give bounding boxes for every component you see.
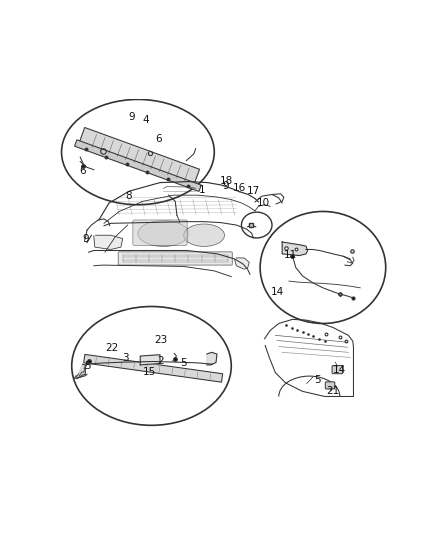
Text: 16: 16 <box>233 183 247 193</box>
Text: 5: 5 <box>180 358 187 368</box>
Text: 18: 18 <box>219 176 233 186</box>
Polygon shape <box>74 140 201 191</box>
Polygon shape <box>77 364 85 378</box>
Polygon shape <box>140 354 160 365</box>
Text: 22: 22 <box>105 343 118 353</box>
Ellipse shape <box>138 221 189 246</box>
Text: 17: 17 <box>247 186 260 196</box>
Text: 5: 5 <box>84 361 91 371</box>
Text: 4: 4 <box>142 115 149 125</box>
Ellipse shape <box>184 224 224 246</box>
Text: 5: 5 <box>314 375 321 385</box>
Text: 2: 2 <box>157 357 164 367</box>
Text: 15: 15 <box>143 367 156 377</box>
Text: 11: 11 <box>284 249 297 260</box>
Polygon shape <box>282 242 307 256</box>
Text: 6: 6 <box>155 134 162 144</box>
Text: 6: 6 <box>79 166 86 176</box>
Text: 3: 3 <box>122 353 129 363</box>
Polygon shape <box>78 127 200 187</box>
Text: 14: 14 <box>332 365 346 375</box>
FancyBboxPatch shape <box>118 252 232 265</box>
Text: 8: 8 <box>125 190 132 200</box>
Text: 1: 1 <box>199 185 206 195</box>
FancyBboxPatch shape <box>133 220 187 245</box>
Text: 9: 9 <box>83 233 89 244</box>
Polygon shape <box>84 354 223 382</box>
FancyBboxPatch shape <box>332 366 343 374</box>
FancyBboxPatch shape <box>325 382 335 389</box>
Polygon shape <box>207 352 217 365</box>
Text: 9: 9 <box>223 181 230 191</box>
Polygon shape <box>235 258 249 269</box>
Text: 21: 21 <box>326 386 339 397</box>
Text: 10: 10 <box>257 198 270 208</box>
Text: 9: 9 <box>129 112 135 123</box>
Text: 14: 14 <box>270 287 284 297</box>
Text: 23: 23 <box>154 335 168 345</box>
Polygon shape <box>94 235 123 249</box>
